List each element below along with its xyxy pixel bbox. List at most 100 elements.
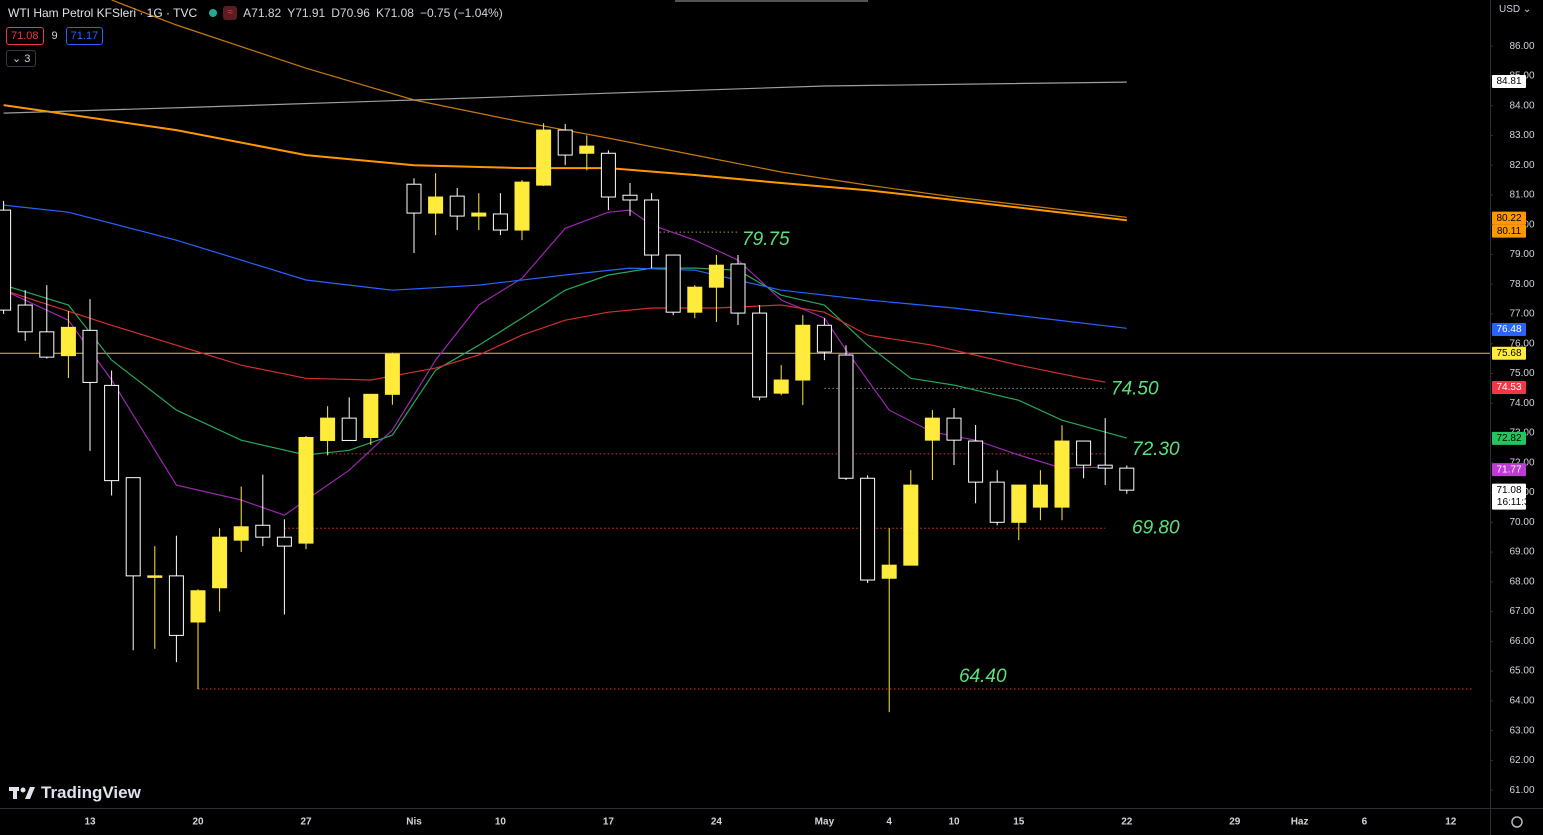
price-badge-label: 76.48: [1496, 324, 1521, 335]
level-label: 72.30: [1132, 439, 1180, 460]
price-badge-label: 71.08: [1496, 485, 1521, 496]
candle-body: [579, 145, 595, 154]
price-badge: [1492, 224, 1526, 238]
candle-body: [665, 254, 681, 313]
candle-body: [384, 353, 400, 395]
y-tick-label: 77.00: [1509, 309, 1534, 320]
candle-body: [212, 536, 228, 589]
y-tick-label: 82.00: [1509, 160, 1534, 171]
market-status: [209, 9, 218, 17]
y-tick-label: 83.00: [1509, 130, 1534, 141]
x-tick-label: Haz: [1291, 817, 1309, 828]
brand-logo[interactable]: TradingView: [9, 783, 141, 803]
candle-body: [341, 417, 357, 441]
price-badge: [1492, 483, 1526, 510]
candle-body: [255, 524, 271, 538]
symbol[interactable]: WTI Ham Petrol KFSleri · 1G · TVC: [8, 6, 198, 20]
data-icon[interactable]: ≈: [223, 6, 238, 20]
candle-body: [406, 183, 422, 214]
y-tick-label: 70.00: [1509, 517, 1534, 528]
candle-body: [492, 213, 508, 231]
top-handle: [675, 0, 868, 2]
price-badge: [1492, 463, 1526, 477]
y-tick-label: 86.00: [1509, 41, 1534, 52]
plot-area: [0, 0, 1490, 713]
candle-body: [233, 526, 249, 541]
y-tick-label: 79.00: [1509, 249, 1534, 260]
candle-body: [1119, 467, 1135, 491]
x-tick-label: 22: [1121, 817, 1133, 828]
candle-body: [903, 484, 919, 566]
price-badge-label: 80.11: [1497, 226, 1522, 237]
indicators-toggle[interactable]: ⌄ 3: [6, 50, 37, 67]
price-badge: [1492, 75, 1526, 89]
sell-button[interactable]: 71.08: [6, 27, 44, 45]
buy-button[interactable]: 71.17: [65, 27, 104, 45]
candle-body: [298, 436, 314, 544]
x-tick-label: 20: [192, 817, 204, 828]
x-tick-label: 27: [300, 817, 312, 828]
moving-average: [3, 81, 1127, 114]
candle-body: [622, 194, 638, 201]
indicator-count: 3: [24, 53, 31, 65]
candle-body: [1076, 440, 1092, 466]
y-tick-label: 74.00: [1509, 398, 1534, 409]
price-badge: [1492, 322, 1526, 336]
candle-body: [989, 481, 1005, 523]
countdown: 16:11:38: [1497, 497, 1536, 508]
candle-body: [82, 329, 98, 383]
brand-name: TradingView: [41, 783, 141, 802]
y-tick-label: 78.00: [1509, 279, 1534, 290]
currency-menu[interactable]: USD ⌄: [1499, 4, 1532, 15]
level-label: 74.50: [1111, 378, 1159, 399]
x-tick-label: 15: [1013, 817, 1025, 828]
candle-body: [363, 393, 379, 438]
logo-mark: [9, 787, 35, 799]
ohlc-high: Y71.91: [287, 6, 326, 20]
x-tick-label: 13: [84, 817, 96, 828]
candle-body: [860, 477, 876, 581]
candle-body: [752, 312, 768, 398]
x-tick-label: 12: [1445, 817, 1457, 828]
y-tick-label: 69.00: [1509, 547, 1534, 558]
ohlc-open: A71.82: [243, 6, 282, 20]
settings-icon[interactable]: [1511, 816, 1523, 828]
price-badge-label: 74.53: [1496, 382, 1521, 393]
candle-body: [838, 354, 854, 479]
moving-average: [3, 289, 1106, 383]
level-label: 64.40: [959, 666, 1007, 687]
candle-body: [687, 286, 703, 313]
y-tick-label: 66.00: [1509, 636, 1534, 647]
price-badge-label: 80.22: [1496, 213, 1521, 224]
candle-body: [1032, 484, 1048, 508]
x-tick-label: 10: [495, 817, 507, 828]
ohlc-close: K71.08: [375, 6, 414, 20]
candle-body: [471, 212, 487, 217]
candle-body: [276, 536, 292, 547]
trade-buttons: 71.08 9 71.17: [6, 27, 104, 45]
price-badge: [1492, 211, 1526, 225]
candle-body: [147, 575, 163, 578]
y-tick-label: 81.00: [1509, 190, 1534, 201]
x-tick-label: 17: [603, 817, 615, 828]
candle-body: [17, 304, 33, 333]
price-badge: [1492, 431, 1526, 445]
moving-average: [3, 267, 1127, 456]
candle-body: [190, 590, 206, 623]
price-badge-label: 71.77: [1496, 464, 1521, 475]
x-tick-label: 4: [886, 817, 892, 828]
price-badge-label: 84.81: [1496, 76, 1521, 87]
candle-body: [1054, 440, 1070, 508]
x-tick-label: May: [815, 817, 835, 828]
candle-body: [816, 324, 832, 353]
y-tick-label: 65.00: [1509, 666, 1534, 677]
candle-body: [39, 331, 55, 358]
y-tick-label: 84.00: [1509, 100, 1534, 111]
candle-body: [924, 417, 940, 441]
price-badge: [1492, 380, 1526, 394]
spread: 9: [51, 30, 58, 42]
price-badge-label: 72.82: [1496, 433, 1521, 444]
level-label: 69.80: [1132, 517, 1180, 538]
candle-body: [600, 152, 616, 198]
